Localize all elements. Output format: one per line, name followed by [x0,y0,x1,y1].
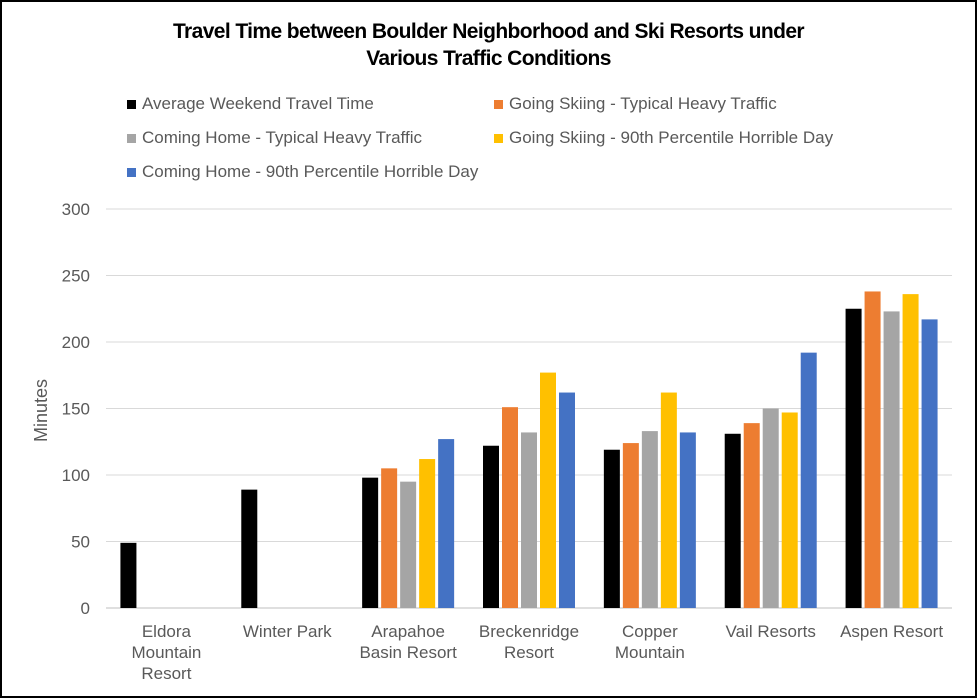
bar [419,459,436,608]
bar [743,423,760,608]
legend-swatch [494,99,503,109]
y-tick-label: 50 [71,533,90,552]
legend-label: Going Skiing - 90th Percentile Horrible … [509,128,834,147]
chart-title-line-1: Travel Time between Boulder Neighborhood… [172,20,805,43]
x-category-label: Copper [622,622,678,641]
y-tick-label: 0 [81,599,90,618]
chart-legend: Average Weekend Travel Time Going Skiing… [0,0,977,200]
bar [120,542,137,608]
bar [660,392,677,608]
legend-swatch [127,133,136,143]
y-tick-label: 250 [62,267,90,286]
legend-swatch [127,99,136,109]
legend-item-average-weekend: Average Weekend Travel Time [127,94,374,114]
bar [845,308,862,608]
bar [622,443,639,608]
bar [864,291,881,608]
bar [781,412,798,608]
y-tick-label: 150 [62,400,90,419]
bar [241,489,258,608]
legend-item-going-typical: Going Skiing - Typical Heavy Traffic [494,94,777,114]
bar [902,294,919,608]
x-category-label: Aspen Resort [840,622,943,641]
legend-label: Coming Home - 90th Percentile Horrible D… [142,162,479,181]
x-category-label: Vail Resorts [726,622,816,641]
legend-label: Coming Home - Typical Heavy Traffic [142,128,422,147]
y-tick-label: 100 [62,466,90,485]
bar [724,433,741,608]
bar [381,468,398,608]
legend-swatch [494,133,503,143]
x-category-label: Resort [141,664,191,683]
bar [502,407,518,608]
bar [400,481,417,608]
legend-item-coming-horrible: Coming Home - 90th Percentile Horrible D… [127,162,478,182]
bar [883,311,900,608]
bar [483,445,499,608]
bar [800,352,817,608]
bar [603,449,620,608]
bar [762,408,779,608]
chart-title-line-2: Various Traffic Conditions [366,47,611,70]
x-category-label: Resort [504,643,554,662]
legend-label: Average Weekend Travel Time [142,94,374,113]
bar [438,439,455,608]
legend-swatch [127,167,136,177]
bar [540,372,556,608]
bar [521,432,537,608]
y-tick-label: 200 [62,333,90,352]
bar [362,477,379,608]
bar [679,432,696,608]
legend-label: Going Skiing - Typical Heavy Traffic [509,94,777,113]
legend-item-going-horrible: Going Skiing - 90th Percentile Horrible … [494,128,833,148]
x-category-label: Mountain [131,643,201,662]
legend-item-coming-typical: Coming Home - Typical Heavy Traffic [127,128,422,148]
bar [641,431,658,608]
y-axis-title: Minutes [31,379,51,442]
y-tick-label: 300 [62,200,90,219]
x-category-label: Basin Resort [359,643,457,662]
bar [559,392,575,608]
chart-title: Travel Time between Boulder Neighborhood… [0,18,977,72]
x-category-label: Mountain [615,643,685,662]
x-category-label: Eldora [142,622,192,641]
x-category-label: Arapahoe [371,622,445,641]
bar [921,319,938,608]
x-category-label: Winter Park [243,622,332,641]
x-category-label: Breckenridge [479,622,579,641]
